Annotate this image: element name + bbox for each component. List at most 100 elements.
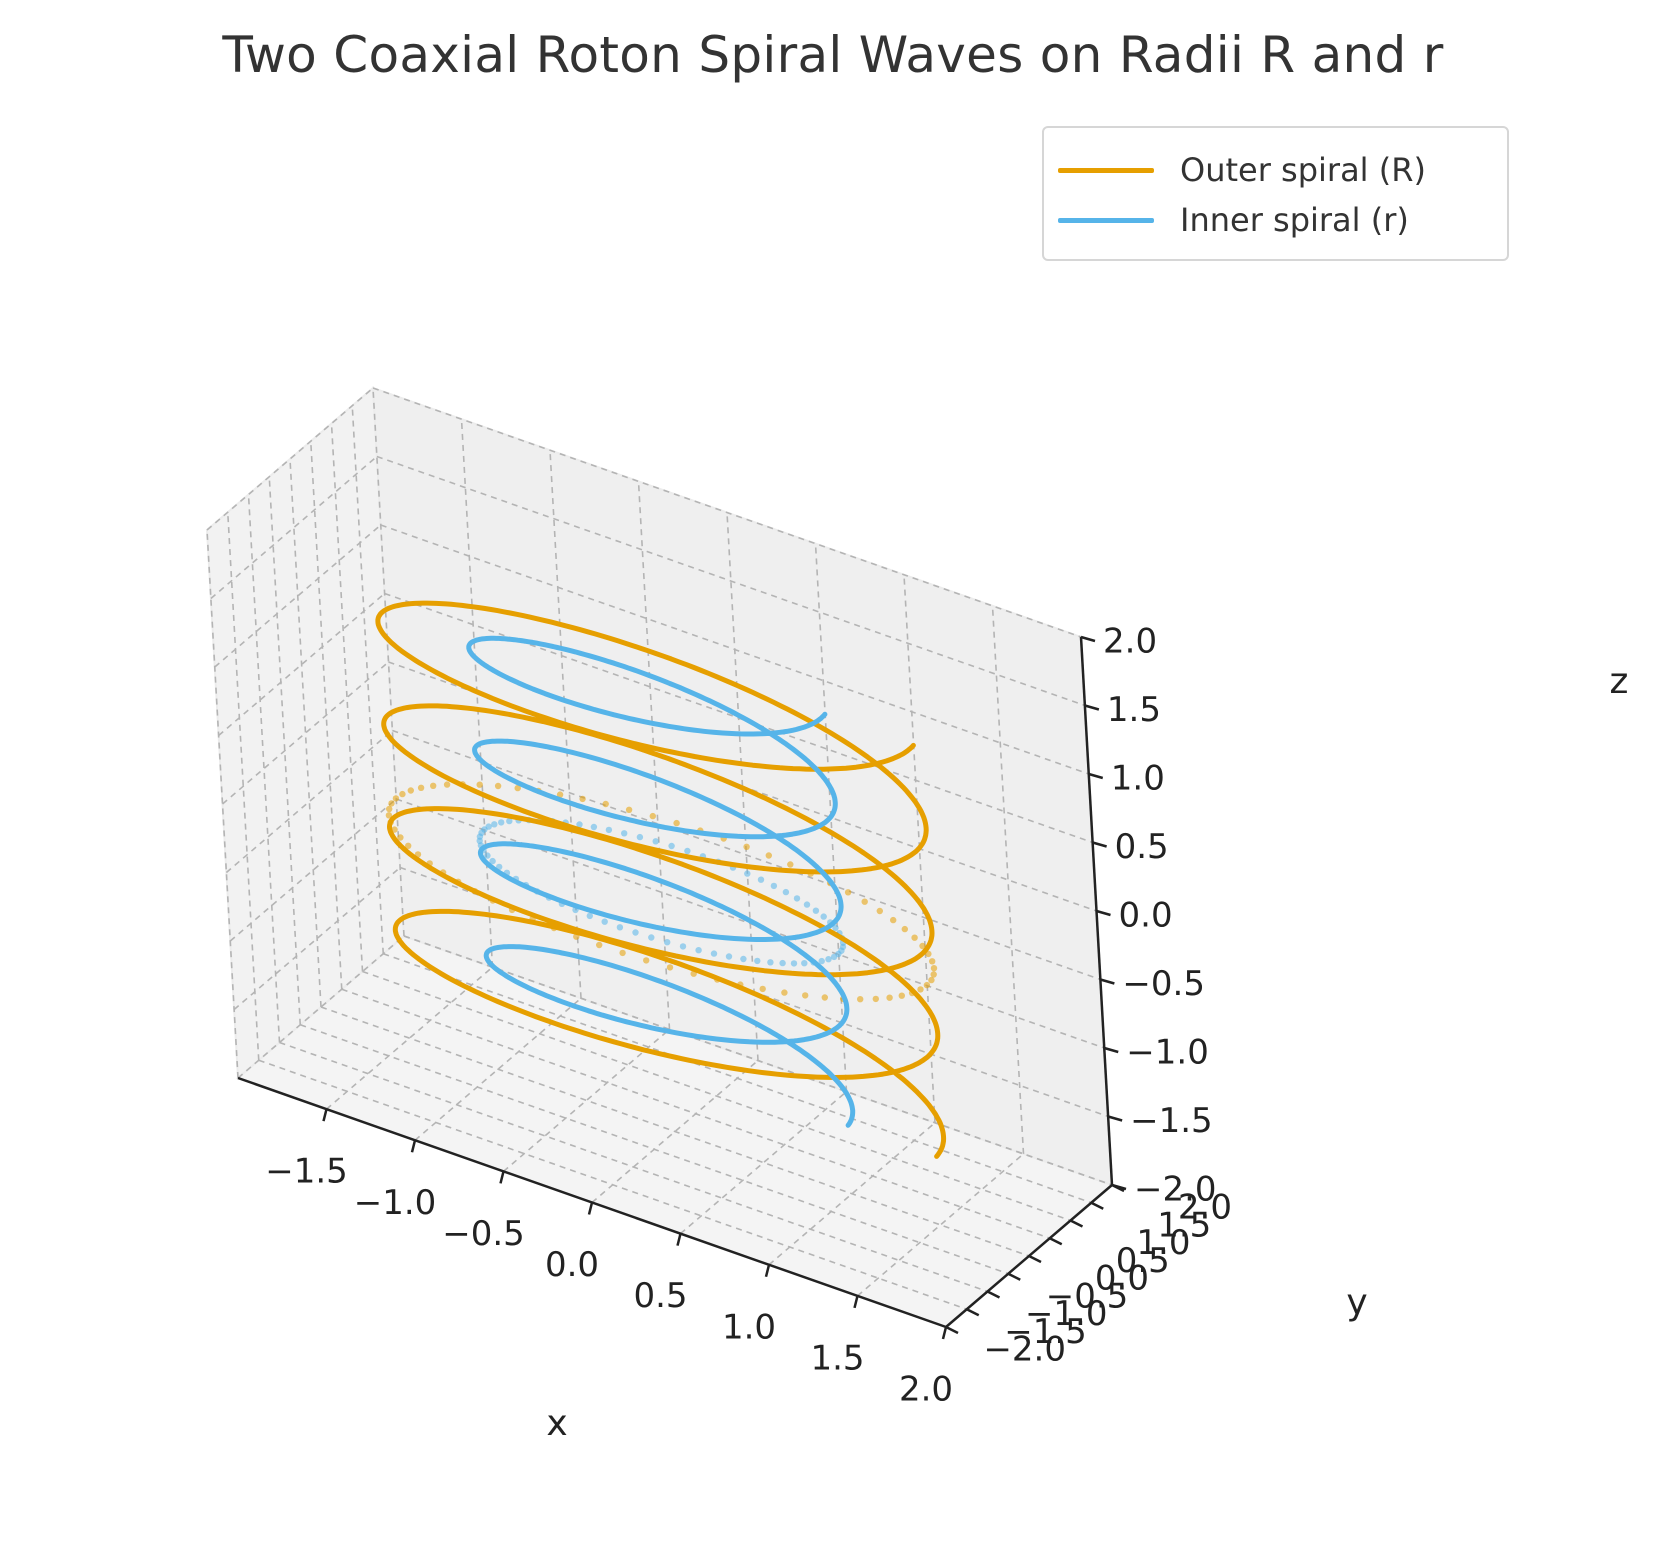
ring-marker-1 — [767, 959, 774, 966]
ring-marker-0 — [802, 992, 809, 999]
y-tick-label: −1.5 — [1004, 1312, 1087, 1352]
z-tick — [1100, 978, 1115, 985]
ring-marker-1 — [801, 960, 808, 967]
left-grid-y — [309, 441, 343, 990]
floor-grid-y — [382, 952, 1092, 1204]
left-grid-y — [289, 458, 322, 1008]
y-tick-label: −2.0 — [983, 1330, 1066, 1370]
ring-marker-1 — [576, 821, 583, 828]
z-tick-label: −1.0 — [1126, 1033, 1209, 1073]
ring-marker-1 — [616, 924, 624, 931]
ring-marker-0 — [596, 941, 603, 949]
legend-swatch-outer — [1058, 167, 1154, 173]
left-grid-z — [225, 729, 393, 874]
ring-marker-1 — [744, 870, 751, 877]
ring-marker-1 — [648, 934, 655, 941]
back-grid-z — [392, 729, 1101, 981]
x-tick — [499, 1171, 505, 1184]
ring-marker-0 — [890, 916, 897, 924]
ring-marker-0 — [673, 819, 680, 827]
legend-item-outer: Outer spiral (R) — [1058, 150, 1426, 190]
x-axis-label: x — [546, 1403, 567, 1444]
ring-marker-0 — [781, 989, 788, 996]
left-grid-y — [226, 512, 260, 1061]
ring-marker-1 — [586, 912, 593, 920]
ring-marker-0 — [602, 800, 609, 808]
left-grid-z — [229, 798, 397, 942]
floor-grid-y — [279, 1041, 988, 1293]
y-tick — [966, 1308, 980, 1317]
floor-grid-y — [341, 988, 1051, 1240]
ring-marker-0 — [886, 994, 893, 1001]
ring-marker-0 — [399, 790, 406, 798]
ring-marker-1 — [793, 895, 801, 902]
floor-grid-x — [679, 1091, 848, 1235]
z-tick-label: 2.0 — [1103, 622, 1157, 662]
ring-marker-0 — [407, 787, 414, 794]
x-tick — [941, 1326, 948, 1340]
ring-marker-1 — [820, 913, 827, 920]
ring-marker-0 — [876, 907, 883, 915]
back-grid-z — [380, 524, 1090, 775]
ring-marker-1 — [664, 939, 671, 946]
ring-marker-0 — [476, 781, 483, 788]
ring-marker-1 — [679, 943, 687, 950]
ring-marker-1 — [740, 955, 747, 963]
ring-marker-0 — [397, 834, 404, 841]
left-grid-y — [330, 423, 364, 972]
ring-marker-0 — [930, 965, 938, 972]
ring-marker-0 — [392, 795, 400, 802]
ring-marker-0 — [386, 805, 393, 813]
left-grid-z — [221, 661, 390, 805]
floor-grid-x — [856, 1153, 1025, 1297]
x-tick — [676, 1233, 682, 1246]
x-tick — [587, 1202, 594, 1215]
ring-marker-0 — [917, 986, 924, 993]
z-tick-label: −0.5 — [1122, 964, 1205, 1004]
ring-marker-1 — [754, 957, 761, 965]
x-tick-label: 2.0 — [899, 1370, 953, 1410]
y-tick-label: −1.0 — [1025, 1294, 1108, 1334]
ring-marker-0 — [919, 942, 926, 950]
floor-grid-x — [502, 1028, 671, 1172]
ring-marker-1 — [710, 950, 718, 957]
ring-marker-0 — [388, 800, 395, 807]
z-tick — [1092, 841, 1107, 848]
ring-marker-0 — [821, 994, 828, 1001]
ring-marker-1 — [652, 838, 659, 845]
y-tick — [1069, 1219, 1084, 1228]
ring-marker-0 — [759, 985, 766, 993]
floor-grid-y — [258, 1059, 968, 1311]
y-tick — [1090, 1201, 1104, 1210]
ring-marker-0 — [901, 925, 908, 933]
ring-marker-1 — [695, 947, 702, 954]
ring-marker-1 — [812, 907, 820, 914]
floor-grid-x — [591, 1059, 759, 1204]
ring-marker-0 — [930, 971, 937, 978]
ring-marker-1 — [818, 957, 825, 965]
ring-marker-0 — [743, 843, 750, 850]
legend-label-outer: Outer spiral (R) — [1180, 151, 1426, 189]
ring-marker-0 — [765, 852, 772, 859]
ring-marker-0 — [643, 957, 650, 964]
ring-marker-0 — [556, 791, 564, 798]
ring-marker-1 — [668, 842, 675, 850]
y-tick — [1028, 1254, 1042, 1264]
ring-marker-0 — [619, 949, 626, 957]
x-tick-label: 0.5 — [633, 1276, 687, 1316]
left-grid-y — [351, 405, 385, 954]
legend-swatch-inner — [1058, 217, 1154, 223]
z-tick — [1096, 909, 1111, 917]
y-tick-label: 1.0 — [1136, 1223, 1190, 1263]
y-tick-label: 0.5 — [1116, 1241, 1170, 1281]
ring-marker-1 — [770, 882, 778, 890]
floor-grid-x — [414, 997, 582, 1141]
ring-marker-0 — [929, 958, 936, 965]
x-tick-label: 1.5 — [810, 1338, 864, 1378]
y-tick-label: 1.5 — [1157, 1205, 1211, 1245]
z-tick — [1088, 772, 1104, 780]
x-tick-label: −0.5 — [442, 1214, 525, 1254]
x-tick-label: −1.5 — [265, 1152, 348, 1192]
ring-marker-0 — [443, 781, 451, 788]
